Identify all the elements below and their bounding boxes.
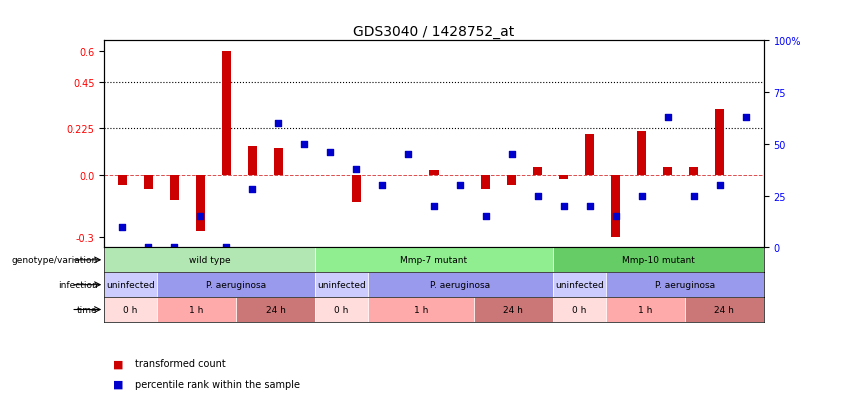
FancyBboxPatch shape <box>368 297 474 322</box>
Bar <box>273 149 283 176</box>
Title: GDS3040 / 1428752_at: GDS3040 / 1428752_at <box>353 25 515 39</box>
Point <box>141 244 155 251</box>
Point <box>375 183 389 189</box>
FancyBboxPatch shape <box>104 273 157 297</box>
Point <box>323 150 337 156</box>
Text: 0 h: 0 h <box>572 305 586 314</box>
Text: P. aeruginosa: P. aeruginosa <box>206 280 266 290</box>
Bar <box>144 176 153 190</box>
Text: 24 h: 24 h <box>266 305 286 314</box>
Bar <box>585 134 595 176</box>
Text: genotype/variation: genotype/variation <box>11 256 97 265</box>
Bar <box>247 147 257 176</box>
Point <box>661 114 674 121</box>
Text: 1 h: 1 h <box>638 305 652 314</box>
Text: P. aeruginosa: P. aeruginosa <box>654 280 714 290</box>
FancyBboxPatch shape <box>236 297 315 322</box>
Bar <box>118 176 127 186</box>
Text: 24 h: 24 h <box>503 305 523 314</box>
Text: 1 h: 1 h <box>414 305 428 314</box>
Point <box>608 214 622 220</box>
FancyBboxPatch shape <box>315 248 553 273</box>
Point <box>453 183 467 189</box>
FancyBboxPatch shape <box>157 297 236 322</box>
Text: 24 h: 24 h <box>714 305 734 314</box>
Point <box>583 203 597 210</box>
Text: uninfected: uninfected <box>318 280 366 290</box>
Text: ■: ■ <box>113 358 123 368</box>
Point <box>220 244 233 251</box>
Text: ■: ■ <box>113 379 123 389</box>
Bar <box>430 170 438 176</box>
Point <box>739 114 753 121</box>
FancyBboxPatch shape <box>553 297 606 322</box>
Point <box>194 214 207 220</box>
FancyBboxPatch shape <box>606 297 685 322</box>
Bar <box>689 167 698 176</box>
FancyBboxPatch shape <box>368 273 553 297</box>
Point <box>635 193 648 199</box>
Bar <box>611 176 621 237</box>
Bar <box>533 167 542 176</box>
Text: uninfected: uninfected <box>106 280 155 290</box>
Bar <box>221 52 231 176</box>
FancyBboxPatch shape <box>157 273 315 297</box>
Text: uninfected: uninfected <box>555 280 603 290</box>
Point <box>115 224 129 230</box>
Point <box>531 193 545 199</box>
Text: time: time <box>77 305 97 314</box>
Bar <box>508 176 516 186</box>
Point <box>271 121 285 127</box>
Text: Mmp-7 mutant: Mmp-7 mutant <box>400 256 468 265</box>
FancyBboxPatch shape <box>315 273 368 297</box>
Bar <box>482 176 490 190</box>
FancyBboxPatch shape <box>104 297 157 322</box>
Point <box>505 152 519 158</box>
FancyBboxPatch shape <box>315 297 368 322</box>
Bar <box>195 176 205 231</box>
Point <box>479 214 493 220</box>
Point <box>246 187 260 193</box>
Text: wild type: wild type <box>189 256 231 265</box>
FancyBboxPatch shape <box>104 248 315 273</box>
FancyBboxPatch shape <box>606 273 764 297</box>
Bar <box>170 176 179 200</box>
Text: infection: infection <box>58 280 97 290</box>
Text: percentile rank within the sample: percentile rank within the sample <box>135 379 299 389</box>
FancyBboxPatch shape <box>553 248 764 273</box>
Point <box>297 141 311 148</box>
Point <box>168 244 181 251</box>
FancyBboxPatch shape <box>553 273 606 297</box>
Point <box>687 193 700 199</box>
Point <box>401 152 415 158</box>
Bar <box>637 132 647 176</box>
Text: 0 h: 0 h <box>334 305 349 314</box>
Text: 1 h: 1 h <box>189 305 204 314</box>
Point <box>427 203 441 210</box>
Text: Mmp-10 mutant: Mmp-10 mutant <box>621 256 694 265</box>
Text: 0 h: 0 h <box>123 305 138 314</box>
Bar <box>352 176 360 202</box>
Bar <box>663 167 673 176</box>
Text: P. aeruginosa: P. aeruginosa <box>431 280 490 290</box>
Point <box>713 183 727 189</box>
Point <box>349 166 363 173</box>
Point <box>557 203 571 210</box>
Bar <box>715 109 724 176</box>
Bar <box>559 176 569 180</box>
Text: transformed count: transformed count <box>135 358 226 368</box>
FancyBboxPatch shape <box>685 297 764 322</box>
FancyBboxPatch shape <box>474 297 553 322</box>
